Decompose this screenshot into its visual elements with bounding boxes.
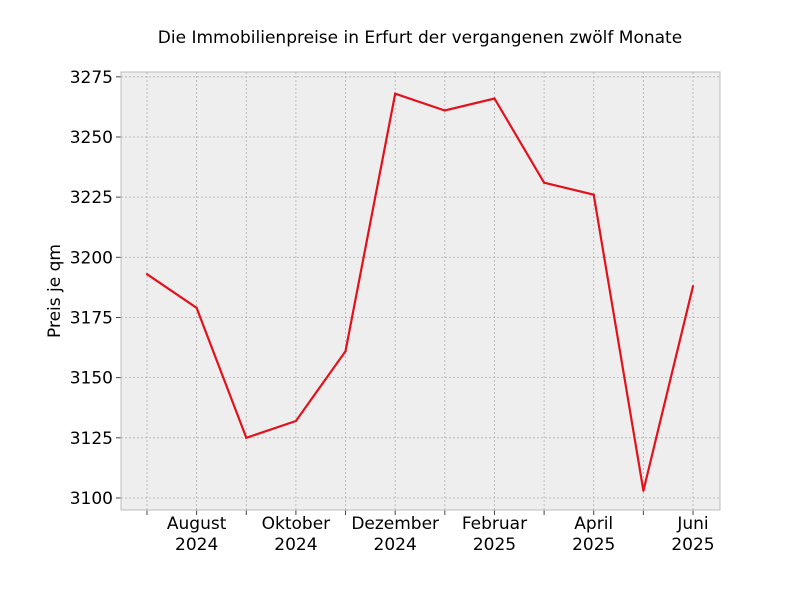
data-point — [493, 97, 496, 100]
data-point — [691, 285, 695, 288]
y-tick-label: 3150 — [70, 369, 113, 389]
data-point — [145, 273, 149, 276]
y-tick-label: 3275 — [70, 68, 113, 88]
y-tick-label: 3200 — [70, 248, 113, 268]
data-point — [294, 419, 298, 423]
x-tick-label-year: 2024 — [175, 535, 218, 555]
x-tick-label: Juni — [676, 514, 708, 534]
chart-title: Die Immobilienpreise in Erfurt der verga… — [158, 28, 682, 48]
y-tick-label: 3100 — [70, 489, 113, 509]
y-axis-label: Preis je qm — [45, 244, 65, 338]
x-tick-label-year: 2025 — [671, 535, 714, 555]
x-tick-label: Oktober — [262, 514, 331, 534]
x-tick-label-year: 2024 — [274, 535, 317, 555]
x-tick-label-year: 2024 — [374, 535, 417, 555]
x-tick-label: Februar — [462, 514, 527, 534]
plot-area: 31003125315031753200322532503275August20… — [70, 68, 721, 555]
y-tick-label: 3225 — [70, 188, 113, 208]
data-point — [592, 193, 595, 196]
data-point — [642, 489, 645, 492]
data-point — [394, 92, 397, 95]
plot-background — [121, 72, 720, 510]
data-point — [542, 181, 546, 184]
data-point — [344, 350, 347, 353]
x-tick-label: August — [167, 514, 227, 534]
data-point — [443, 109, 446, 112]
y-tick-label: 3250 — [70, 128, 113, 148]
y-tick-label: 3125 — [70, 429, 113, 449]
data-point — [195, 306, 198, 309]
data-point — [245, 436, 248, 439]
x-tick-label: Dezember — [351, 514, 439, 534]
y-tick-label: 3175 — [70, 308, 113, 328]
plot-frame — [120, 71, 721, 511]
series-line — [146, 92, 695, 491]
x-tick-label-year: 2025 — [473, 535, 516, 555]
x-tick-label-year: 2025 — [572, 535, 615, 555]
x-tick-label: April — [574, 514, 613, 534]
